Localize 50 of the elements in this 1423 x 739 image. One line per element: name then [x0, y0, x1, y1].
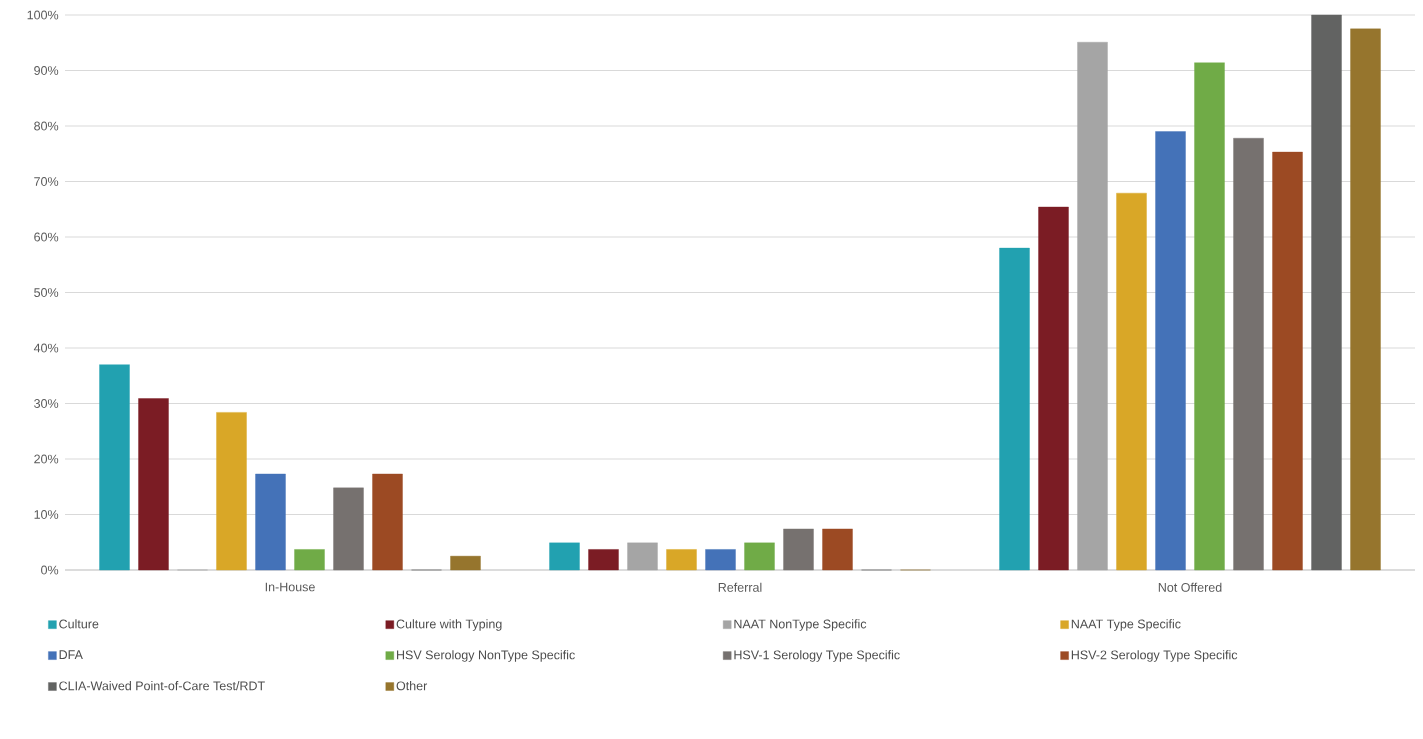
y-tick-label: 60%	[34, 232, 59, 242]
legend-label: NAAT Type Specific	[1071, 619, 1181, 631]
y-tick-label: 10%	[34, 510, 59, 519]
y-tick-label: 90%	[34, 66, 59, 75]
bar	[705, 549, 736, 571]
bar	[1116, 192, 1147, 571]
bar	[1272, 151, 1303, 571]
x-tick-label: In-House	[265, 582, 315, 592]
bar	[588, 549, 619, 571]
bar	[783, 528, 814, 571]
legend-label: HSV-1 Serology Type Specific	[734, 650, 900, 662]
legend-label: Culture with Typing	[396, 619, 502, 631]
bar	[216, 412, 247, 571]
bar	[1194, 62, 1225, 571]
bar	[333, 487, 364, 571]
y-tick-label: 40%	[33, 343, 59, 353]
bar	[1233, 138, 1264, 571]
y-tick-label: 80%	[34, 121, 59, 131]
x-tick-label: Referral	[718, 582, 762, 592]
bar	[1350, 28, 1381, 571]
legend-label: DFA	[59, 650, 83, 659]
y-tick-label: 0%	[41, 565, 59, 575]
bar	[549, 542, 580, 571]
bar	[666, 549, 697, 571]
bar	[255, 473, 286, 571]
bar	[1155, 131, 1186, 571]
bar	[372, 473, 403, 571]
bar	[99, 364, 130, 571]
y-tick-label: 100%	[27, 10, 59, 20]
bar	[1038, 206, 1069, 571]
bar	[627, 542, 658, 571]
bar	[999, 247, 1030, 571]
bar	[744, 542, 775, 571]
y-tick-label: 30%	[34, 399, 59, 408]
x-tick-label: Not Offered	[1158, 582, 1222, 592]
bar	[450, 555, 481, 571]
legend-label: NAAT NonType Specific	[734, 619, 867, 631]
y-tick-label: 20%	[34, 454, 59, 464]
bar	[1311, 14, 1342, 571]
legend-label: HSV-2 Serology Type Specific	[1071, 650, 1238, 662]
y-tick-label: 70%	[34, 177, 59, 186]
bar	[138, 398, 169, 571]
legend-label: CLIA-Waived Point-of-Care Test/RDT	[59, 681, 265, 691]
bar	[1077, 41, 1108, 571]
bar	[294, 549, 325, 571]
y-tick-label: 50%	[34, 288, 59, 297]
legend-label: Other	[396, 681, 428, 691]
legend-label: Culture	[59, 619, 99, 629]
bar	[822, 528, 853, 571]
legend-label: HSV Serology NonType Specific	[397, 650, 575, 662]
